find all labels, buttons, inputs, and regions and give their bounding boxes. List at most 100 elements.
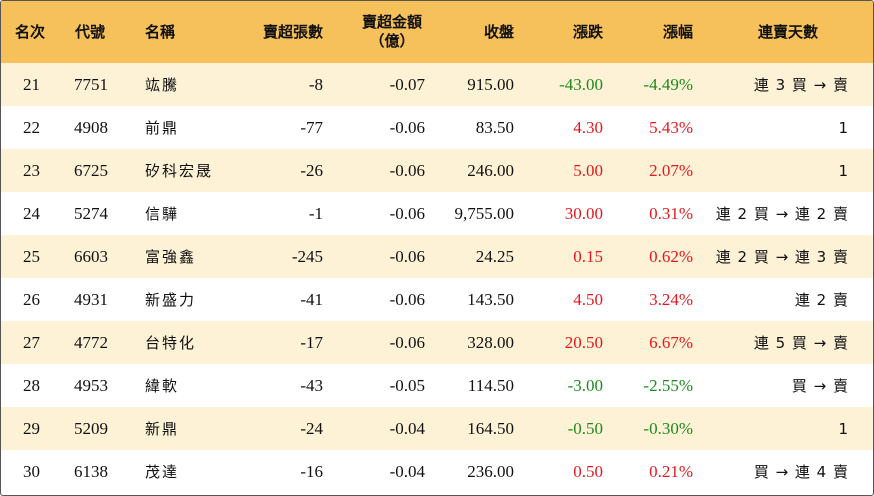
- net-sell-lots-cell: -77: [300, 117, 323, 137]
- table-header-row: 名次 代號 名稱 賣超張數 賣超金額 （億） 收盤 漲跌 漲幅 連賣天數: [1, 1, 873, 63]
- price-change-cell: -43.00: [559, 74, 603, 94]
- change-pct-cell: 3.24%: [649, 289, 693, 309]
- change-pct-cell: 2.07%: [649, 160, 693, 180]
- header-name[interactable]: 名稱: [145, 22, 176, 41]
- price-change-cell: 5.00: [573, 160, 603, 180]
- sell-streak-cell: 連 3 買 → 賣: [753, 76, 849, 94]
- rank-cell: 22: [23, 117, 40, 137]
- table-row[interactable]: 22 4908 前鼎 -77 -0.06 83.50 4.30 5.43% 1: [1, 106, 873, 149]
- net-sell-lots-cell: -16: [300, 461, 323, 481]
- stock-code-cell: 5209: [74, 418, 108, 438]
- price-change-cell: 4.30: [573, 117, 603, 137]
- header-net-sell-amount[interactable]: 賣超金額 （億）: [323, 13, 425, 51]
- stock-code-cell: 7751: [74, 74, 108, 94]
- net-sell-amount-cell: -0.06: [389, 117, 425, 137]
- net-sell-amount-cell: -0.04: [389, 461, 425, 481]
- price-change-cell: 0.50: [573, 461, 603, 481]
- table-row[interactable]: 30 6138 茂達 -16 -0.04 236.00 0.50 0.21% 買 → 連 4 賣: [1, 450, 873, 493]
- rank-cell: 29: [23, 418, 40, 438]
- net-sell-amount-cell: -0.06: [389, 160, 425, 180]
- stock-name-cell: 緯軟: [145, 377, 180, 395]
- table-row[interactable]: 28 4953 緯軟 -43 -0.05 114.50 -3.00 -2.55% 買 → 賣: [1, 364, 873, 407]
- change-pct-cell: 6.67%: [649, 332, 693, 352]
- net-sell-lots-cell: -17: [300, 332, 323, 352]
- table-row[interactable]: 21 7751 竑騰 -8 -0.07 915.00 -43.00 -4.49% 連 3 買 →…: [1, 63, 873, 106]
- table-row[interactable]: 29 5209 新鼎 -24 -0.04 164.50 -0.50 -0.30% 1: [1, 407, 873, 450]
- header-close[interactable]: 收盤: [483, 22, 514, 41]
- table-row[interactable]: 26 4931 新盛力 -41 -0.06 143.50 4.50 3.24% 連 2 賣: [1, 278, 873, 321]
- price-change-cell: 0.15: [573, 246, 603, 266]
- net-sell-amount-cell: -0.06: [389, 246, 425, 266]
- net-sell-amount-cell: -0.06: [389, 332, 425, 352]
- sell-streak-cell: 連 2 買 → 連 2 賣: [715, 205, 849, 223]
- rank-cell: 21: [23, 74, 40, 94]
- price-change-cell: 4.50: [573, 289, 603, 309]
- close-price-cell: 236.00: [467, 461, 514, 481]
- close-price-cell: 114.50: [467, 375, 514, 395]
- net-sell-lots-cell: -43: [300, 375, 323, 395]
- header-change[interactable]: 漲跌: [572, 22, 603, 41]
- net-sell-lots-cell: -26: [300, 160, 323, 180]
- sell-streak-cell: 1: [838, 118, 849, 137]
- close-price-cell: 328.00: [467, 332, 514, 352]
- header-code[interactable]: 代號: [75, 22, 106, 41]
- stock-code-cell: 4772: [74, 332, 108, 352]
- stock-name-cell: 前鼎: [145, 119, 180, 137]
- stock-name-cell: 信驊: [145, 205, 180, 223]
- header-rank[interactable]: 名次: [15, 22, 46, 41]
- change-pct-cell: 0.21%: [649, 461, 693, 481]
- change-pct-cell: 5.43%: [649, 117, 693, 137]
- stock-code-cell: 5274: [74, 203, 108, 223]
- net-sell-lots-cell: -8: [308, 74, 323, 94]
- header-net-sell-amount-label: 賣超金額: [361, 13, 422, 31]
- close-price-cell: 246.00: [467, 160, 514, 180]
- stock-code-cell: 4908: [74, 117, 108, 137]
- stock-code-cell: 6138: [74, 461, 108, 481]
- header-streak[interactable]: 連賣天數: [757, 22, 818, 41]
- net-sell-amount-cell: -0.06: [389, 289, 425, 309]
- sell-streak-cell: 1: [838, 419, 849, 438]
- net-sell-amount-cell: -0.06: [389, 203, 425, 223]
- price-change-cell: -0.50: [567, 418, 603, 438]
- table-row[interactable]: 27 4772 台特化 -17 -0.06 328.00 20.50 6.67% 連 5 買 →…: [1, 321, 873, 364]
- sell-streak-cell: 連 2 買 → 連 3 賣: [715, 248, 849, 266]
- sell-streak-cell: 連 5 買 → 賣: [753, 334, 849, 352]
- net-sell-amount-cell: -0.04: [389, 418, 425, 438]
- change-pct-cell: 0.31%: [649, 203, 693, 223]
- table-body: 21 7751 竑騰 -8 -0.07 915.00 -43.00 -4.49% 連 3 買 →…: [1, 63, 873, 493]
- stock-code-cell: 6603: [74, 246, 108, 266]
- net-sell-amount-cell: -0.05: [389, 375, 425, 395]
- header-net-sell-lots[interactable]: 賣超張數: [262, 22, 323, 41]
- close-price-cell: 24.25: [475, 246, 514, 266]
- net-sell-lots-cell: -245: [291, 246, 323, 266]
- price-change-cell: 30.00: [564, 203, 603, 223]
- table-row[interactable]: 24 5274 信驊 -1 -0.06 9,755.00 30.00 0.31% 連 2 買 →…: [1, 192, 873, 235]
- rank-cell: 25: [23, 246, 40, 266]
- table-row[interactable]: 25 6603 富強鑫 -245 -0.06 24.25 0.15 0.62% 連 2 買 → …: [1, 235, 873, 278]
- change-pct-cell: -4.49%: [643, 74, 693, 94]
- change-pct-cell: 0.62%: [649, 246, 693, 266]
- rank-cell: 30: [23, 461, 40, 481]
- sell-streak-cell: 買 → 連 4 賣: [753, 463, 849, 481]
- price-change-cell: 20.50: [564, 332, 603, 352]
- sell-streak-cell: 買 → 賣: [791, 377, 849, 395]
- net-sell-lots-cell: -24: [300, 418, 323, 438]
- stock-name-cell: 新鼎: [145, 420, 180, 438]
- net-sell-lots-cell: -1: [308, 203, 323, 223]
- stock-name-cell: 台特化: [145, 334, 197, 352]
- close-price-cell: 164.50: [467, 418, 514, 438]
- header-change-pct[interactable]: 漲幅: [662, 22, 693, 41]
- table-row[interactable]: 23 6725 矽科宏晟 -26 -0.06 246.00 5.00 2.07% 1: [1, 149, 873, 192]
- net-sell-lots-cell: -41: [300, 289, 323, 309]
- net-sell-amount-cell: -0.07: [389, 74, 425, 94]
- change-pct-cell: -0.30%: [643, 418, 693, 438]
- stock-name-cell: 富強鑫: [145, 248, 197, 266]
- rank-cell: 26: [23, 289, 40, 309]
- rank-cell: 27: [23, 332, 40, 352]
- rank-cell: 24: [23, 203, 40, 223]
- sell-streak-cell: 1: [838, 161, 849, 180]
- sell-streak-cell: 連 2 賣: [794, 291, 849, 309]
- stock-code-cell: 4953: [74, 375, 108, 395]
- price-change-cell: -3.00: [567, 375, 603, 395]
